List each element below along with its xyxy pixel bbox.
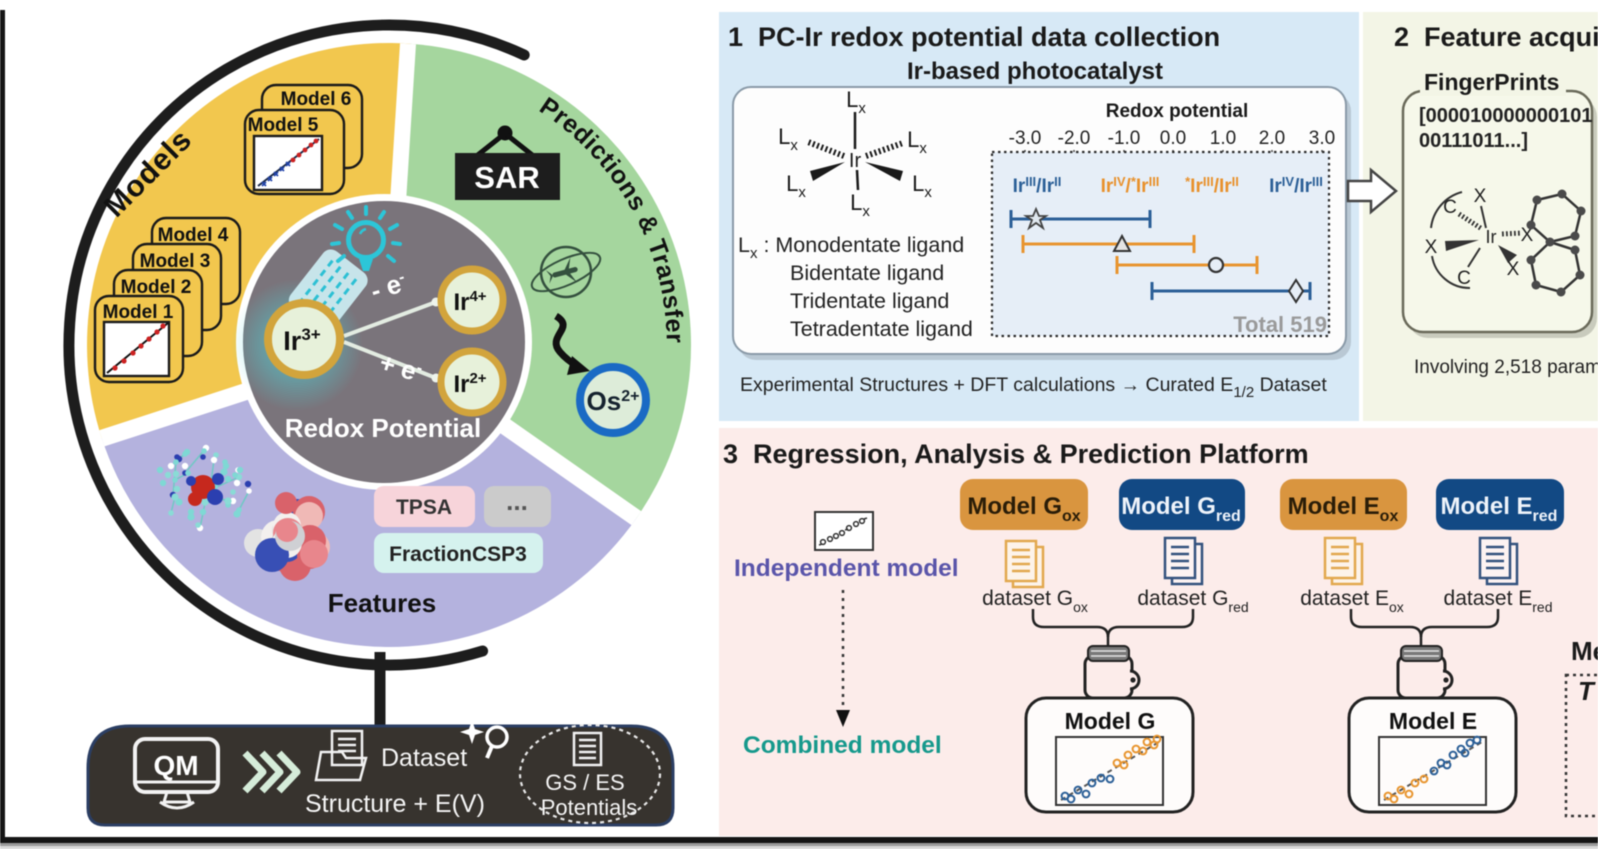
- svg-text:X: X: [1425, 237, 1438, 258]
- svg-text:...: ...: [506, 486, 528, 516]
- svg-text:Potentials: Potentials: [541, 795, 638, 820]
- svg-text:Model Gox: Model Gox: [967, 493, 1080, 525]
- svg-text:00111011...]: 00111011...]: [1419, 130, 1528, 152]
- svg-text:Features: Features: [328, 588, 436, 618]
- svg-text:Bidentate ligand: Bidentate ligand: [790, 261, 944, 285]
- svg-text:Model 5: Model 5: [248, 115, 319, 136]
- svg-text:Me: Me: [1571, 636, 1598, 666]
- svg-text:*IrIII/IrII: *IrIII/IrII: [1185, 174, 1239, 197]
- svg-text:T: T: [1578, 676, 1596, 706]
- svg-text:Model 3: Model 3: [140, 251, 211, 272]
- svg-text:1.0: 1.0: [1210, 128, 1236, 149]
- svg-text:Model E: Model E: [1389, 708, 1477, 734]
- svg-text:2 Feature acquisition: 2 Feature acquisition: [1394, 22, 1598, 52]
- svg-text:Tetradentate ligand: Tetradentate ligand: [790, 317, 973, 341]
- svg-text:Ir: Ir: [1486, 227, 1497, 247]
- svg-text:Model G: Model G: [1065, 708, 1156, 734]
- svg-text:-1.0: -1.0: [1108, 128, 1141, 149]
- svg-text:X: X: [1507, 259, 1520, 280]
- svg-text:Model 2: Model 2: [121, 277, 192, 298]
- svg-text:Involving 2,518 parameters: Involving 2,518 parameters: [1414, 357, 1598, 378]
- svg-text:Tridentate ligand: Tridentate ligand: [790, 289, 949, 313]
- svg-text:FingerPrints: FingerPrints: [1424, 69, 1559, 95]
- svg-text:C: C: [1457, 268, 1471, 289]
- svg-text:Total 519: Total 519: [1233, 312, 1327, 337]
- svg-text:X: X: [1474, 186, 1487, 207]
- svg-text:Ir: Ir: [849, 150, 862, 172]
- svg-text:C: C: [1443, 197, 1457, 218]
- svg-text:Independent model: Independent model: [734, 555, 959, 582]
- svg-text:[000010000000101: [000010000000101: [1419, 105, 1593, 127]
- svg-text:TPSA: TPSA: [396, 496, 452, 519]
- svg-text:FractionCSP3: FractionCSP3: [389, 543, 527, 566]
- svg-text:3.0: 3.0: [1309, 128, 1335, 149]
- svg-text:2.0: 2.0: [1259, 128, 1285, 149]
- svg-text:-2.0: -2.0: [1058, 128, 1091, 149]
- svg-text:Model 6: Model 6: [281, 89, 352, 110]
- svg-text:GS / ES: GS / ES: [545, 770, 624, 795]
- svg-text:X: X: [1521, 225, 1534, 246]
- svg-text:IrIII/IrII: IrIII/IrII: [1013, 174, 1062, 197]
- svg-text:SAR: SAR: [474, 160, 539, 195]
- svg-text:QM: QM: [153, 750, 198, 781]
- svg-text:Ir-based photocatalyst: Ir-based photocatalyst: [907, 58, 1163, 85]
- svg-text:Dataset: Dataset: [381, 744, 467, 772]
- svg-text:1 PC-Ir redox potential data: 1 PC-Ir redox potential data collection: [728, 22, 1220, 52]
- svg-text:Structure + E(V): Structure + E(V): [305, 790, 485, 818]
- svg-text:Redox Potential: Redox Potential: [285, 413, 481, 443]
- svg-text:-3.0: -3.0: [1009, 128, 1042, 149]
- svg-text:3 Regression, Analysis & Pred: 3 Regression, Analysis & Prediction Plat…: [723, 439, 1309, 469]
- svg-text:Model 4: Model 4: [158, 225, 229, 246]
- svg-text:Redox potential: Redox potential: [1106, 101, 1249, 122]
- svg-text:Combined model: Combined model: [743, 732, 942, 759]
- svg-text:Model 1: Model 1: [103, 302, 174, 323]
- svg-text:0.0: 0.0: [1160, 128, 1186, 149]
